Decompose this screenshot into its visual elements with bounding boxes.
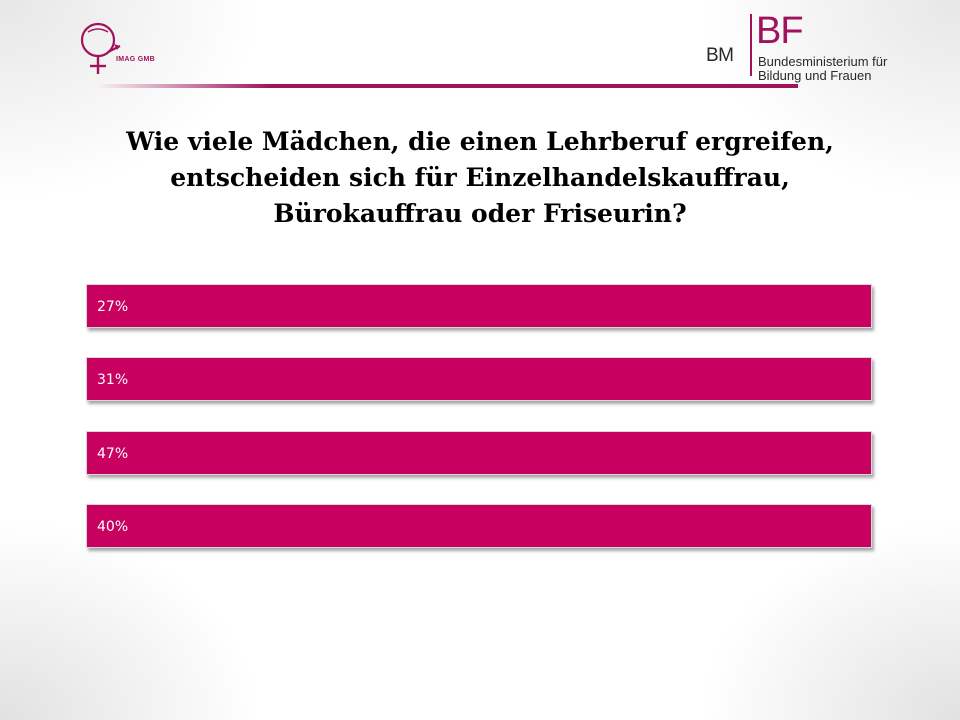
ministry-logo-bm: BM xyxy=(706,45,734,66)
answer-option-3[interactable]: 47% xyxy=(86,431,872,475)
answer-option-4[interactable]: 40% xyxy=(86,504,872,548)
answer-option-label: 27% xyxy=(97,299,129,315)
ministry-name-line2: Bildung und Frauen xyxy=(758,68,872,83)
answer-option-label: 40% xyxy=(97,519,129,535)
answer-option-label: 31% xyxy=(97,372,129,388)
ministry-logo: BM BF Bundesministerium für Bildung und … xyxy=(706,10,906,83)
answer-option-1[interactable]: 27% xyxy=(86,284,872,328)
question-line-2: entscheiden sich für Einzelhandelskauffr… xyxy=(170,163,790,192)
imag-logo-text: IMAG GMB xyxy=(116,56,155,63)
ministry-name-line1: Bundesministerium für xyxy=(758,54,888,69)
question-line-1: Wie viele Mädchen, die einen Lehrberuf e… xyxy=(126,127,834,156)
header-divider xyxy=(96,84,798,88)
answer-option-label: 47% xyxy=(97,446,129,462)
ministry-logo-bf: BF xyxy=(756,10,804,52)
ministry-logo-divider xyxy=(750,14,756,76)
answer-option-2[interactable]: 31% xyxy=(86,357,872,401)
question-line-3: Bürokauffrau oder Friseurin? xyxy=(273,199,687,228)
imag-gender-logo xyxy=(80,22,121,74)
question-title: Wie viele Mädchen, die einen Lehrberuf e… xyxy=(40,124,920,232)
